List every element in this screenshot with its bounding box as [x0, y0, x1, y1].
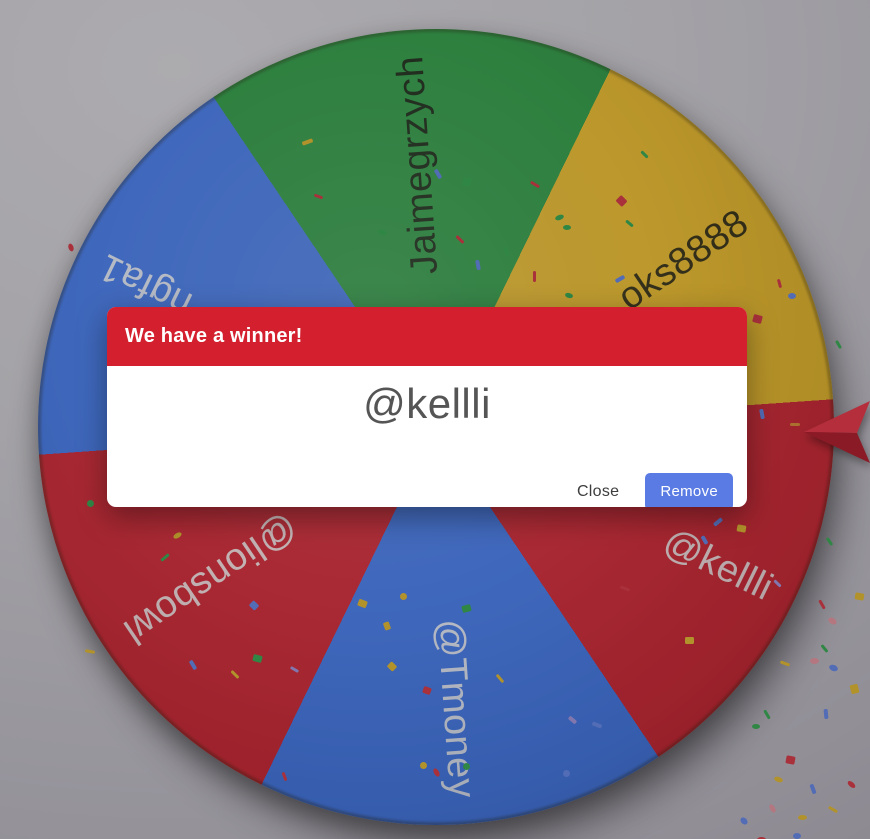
wheel-pointer-icon: [804, 401, 870, 463]
dialog-body: @kellli Close Remove: [107, 380, 747, 507]
winner-dialog: We have a winner! @kellli Close Remove: [107, 307, 747, 507]
winner-name: @kellli: [363, 380, 491, 427]
close-button[interactable]: Close: [575, 477, 621, 507]
dialog-header: We have a winner!: [107, 307, 747, 366]
remove-button[interactable]: Remove: [645, 473, 733, 507]
dialog-title: We have a winner!: [125, 325, 303, 347]
dialog-actions: Close Remove: [575, 473, 733, 507]
